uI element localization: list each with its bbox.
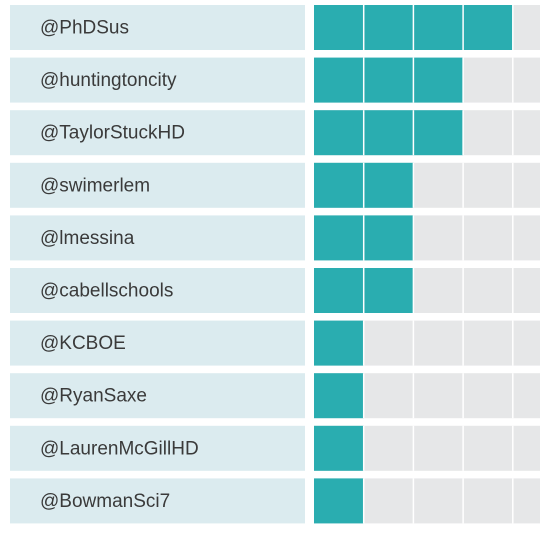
plot <box>314 5 540 524</box>
label-box <box>10 5 305 50</box>
row-label: @TaylorStuckHD <box>40 123 185 144</box>
row-label: @cabellschools <box>40 281 173 302</box>
label-box <box>10 425 305 471</box>
label-box <box>10 268 305 313</box>
row-label: @KCBOE <box>40 333 126 354</box>
row-label: @LaurenMcGillHD <box>40 438 199 459</box>
label-box <box>10 215 305 261</box>
bar <box>314 110 464 156</box>
label-box <box>10 110 305 156</box>
row-label: @swimerlem <box>40 175 150 196</box>
label-box <box>10 373 305 419</box>
bar <box>314 373 364 419</box>
label-box <box>10 57 305 103</box>
bar <box>314 425 364 471</box>
label-box <box>10 478 305 524</box>
row-label: @huntingtoncity <box>40 70 177 91</box>
row-label: @PhDSus <box>40 18 129 39</box>
bar <box>314 320 364 366</box>
bar <box>314 478 364 524</box>
row-label: @BowmanSci7 <box>40 491 170 512</box>
row-label: @lmessina <box>40 228 135 249</box>
row-label: @RyanSaxe <box>40 386 147 407</box>
label-box <box>10 320 305 366</box>
label-box <box>10 162 305 208</box>
bar <box>314 57 464 103</box>
